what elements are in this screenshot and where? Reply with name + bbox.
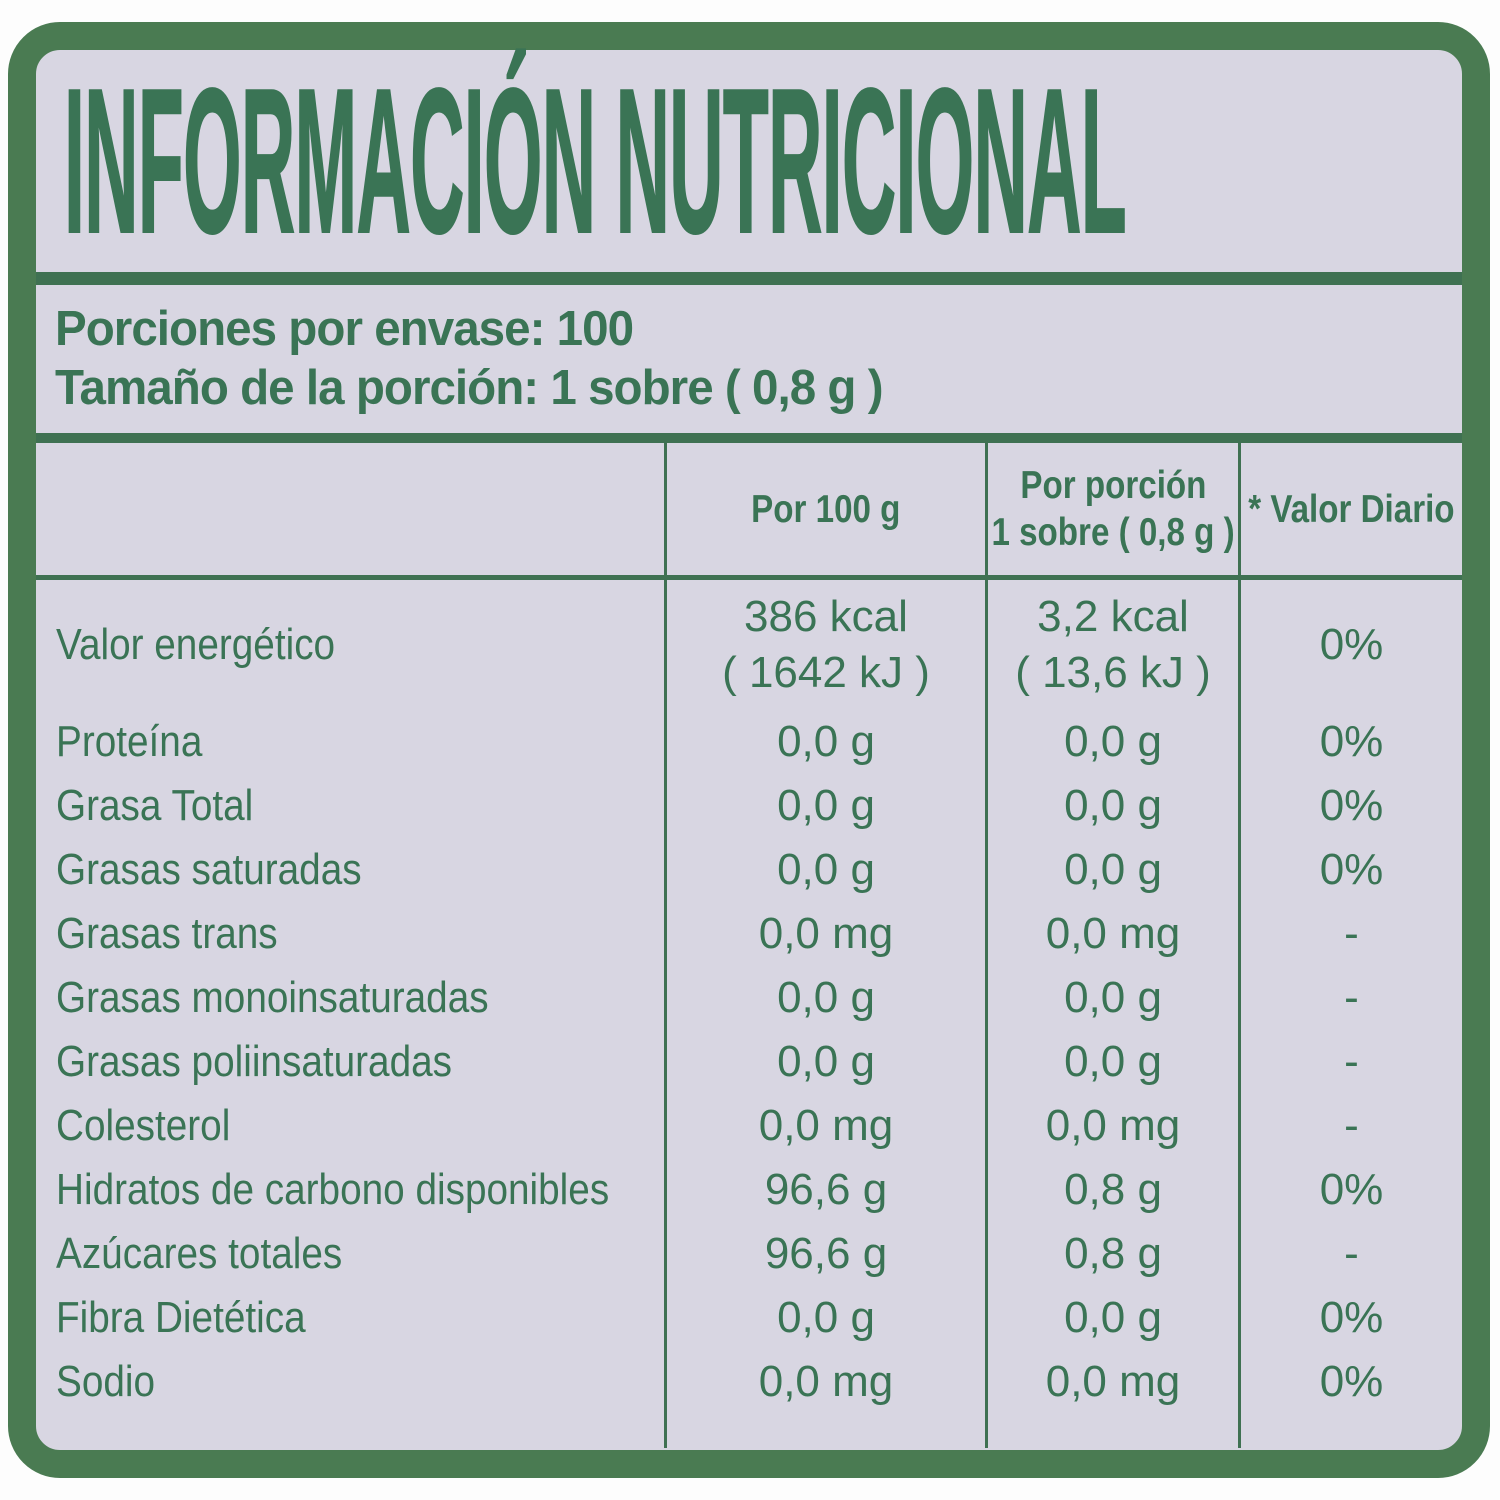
row-per-portion-value: 0,0 g — [985, 966, 1238, 1030]
header-per-100g: Por 100 g — [664, 443, 985, 575]
row-nutrient-name: Valor energético — [56, 620, 336, 669]
row-daily-value: - — [1238, 1094, 1462, 1158]
row-daily-value — [1238, 1414, 1462, 1448]
row-per-portion-value: 0,0 g — [985, 710, 1238, 774]
row-per-portion-value: 0,0 g — [985, 1286, 1238, 1350]
row-per-portion-value: 0,0 g — [985, 1030, 1238, 1094]
header-per-portion: Por porción 1 sobre ( 0,8 g ) — [985, 443, 1238, 575]
divider-under-title — [36, 272, 1462, 285]
row-nutrient-name: Azúcares totales — [56, 1229, 343, 1278]
row-per-100g-value: 0,0 g — [664, 1286, 985, 1350]
divider-under-servings — [36, 433, 1462, 443]
nutrition-label: INFORMACIÓN NUTRICIONAL Porciones por en… — [8, 22, 1490, 1478]
row-per-100g-value: 0,0 g — [664, 1030, 985, 1094]
row-daily-value: - — [1238, 966, 1462, 1030]
row-nutrient-name: Fibra Dietética — [56, 1293, 306, 1342]
row-per-100g-value: 0,0 g — [664, 966, 985, 1030]
row-per-100g-value: 0,0 g — [664, 838, 985, 902]
row-daily-value: 0% — [1238, 580, 1462, 710]
row-per-100g-value: 0,0 mg — [664, 902, 985, 966]
row-nutrient-name: Colesterol — [56, 1101, 231, 1150]
row-nutrient-name: Grasa Total — [56, 781, 254, 830]
row-nutrient-name — [36, 1414, 664, 1448]
row-per-100g-value: 0,0 g — [664, 710, 985, 774]
row-per-portion-value — [985, 1414, 1238, 1448]
row-per-portion-value: 3,2 kcal( 13,6 kJ ) — [985, 580, 1238, 710]
row-per-portion-value: 0,8 g — [985, 1222, 1238, 1286]
row-per-portion-value: 0,0 g — [985, 774, 1238, 838]
row-per-portion-value: 0,0 mg — [985, 1094, 1238, 1158]
row-daily-value: 0% — [1238, 710, 1462, 774]
row-per-100g-value: 0,0 g — [664, 774, 985, 838]
row-nutrient-name: Grasas saturadas — [56, 845, 362, 894]
row-nutrient-name: Proteína — [56, 717, 203, 766]
row-daily-value: 0% — [1238, 1350, 1462, 1414]
header-daily-value: * Valor Diario — [1238, 443, 1462, 575]
row-daily-value: 0% — [1238, 774, 1462, 838]
row-per-portion-value: 0,8 g — [985, 1158, 1238, 1222]
row-nutrient-name: Sodio — [56, 1357, 156, 1406]
row-per-100g-value — [664, 1414, 985, 1448]
row-per-portion-value: 0,0 g — [985, 838, 1238, 902]
row-daily-value: 0% — [1238, 838, 1462, 902]
row-daily-value: 0% — [1238, 1286, 1462, 1350]
header-divider — [36, 575, 1462, 580]
row-daily-value: 0% — [1238, 1158, 1462, 1222]
row-per-portion-value: 0,0 mg — [985, 1350, 1238, 1414]
label-title-text: INFORMACIÓN NUTRICIONAL — [64, 46, 1126, 276]
servings-per-package: Porciones por envase: 100 — [55, 302, 634, 356]
row-daily-value: - — [1238, 1030, 1462, 1094]
row-per-100g-value: 96,6 g — [664, 1158, 985, 1222]
header-nutrient — [36, 443, 664, 575]
row-nutrient-name: Grasas poliinsaturadas — [56, 1037, 453, 1086]
row-per-portion-value: 0,0 mg — [985, 902, 1238, 966]
row-nutrient-name: Hidratos de carbono disponibles — [56, 1165, 610, 1214]
row-per-100g-value: 0,0 mg — [664, 1094, 985, 1158]
row-daily-value: - — [1238, 902, 1462, 966]
row-daily-value: - — [1238, 1222, 1462, 1286]
label-title: INFORMACIÓN NUTRICIONAL — [63, 45, 1462, 277]
nutrition-table: Por 100 g Por porción 1 sobre ( 0,8 g ) … — [36, 443, 1462, 1450]
row-per-100g-value: 386 kcal( 1642 kJ ) — [664, 580, 985, 710]
row-per-100g-value: 96,6 g — [664, 1222, 985, 1286]
row-nutrient-name: Grasas trans — [56, 909, 278, 958]
serving-info: Porciones por envase: 100 Tamaño de la p… — [55, 300, 1462, 418]
row-nutrient-name: Grasas monoinsaturadas — [56, 973, 489, 1022]
row-per-100g-value: 0,0 mg — [664, 1350, 985, 1414]
serving-size: Tamaño de la porción: 1 sobre ( 0,8 g ) — [55, 361, 884, 415]
